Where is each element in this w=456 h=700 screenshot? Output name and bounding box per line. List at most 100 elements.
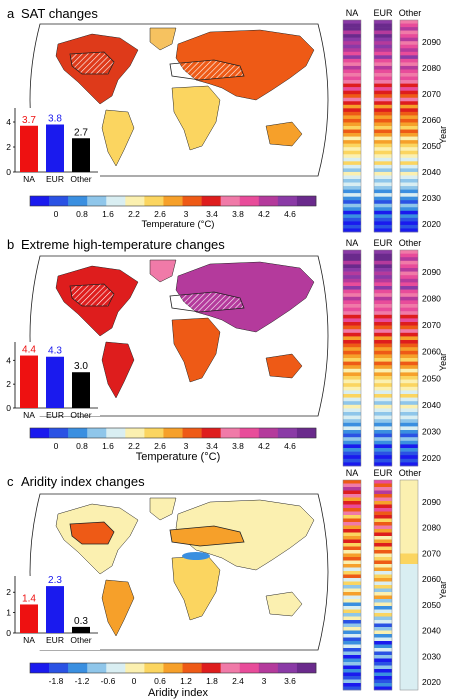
year-strip-cell	[374, 627, 392, 631]
colorbar-swatch	[277, 428, 298, 438]
year-strip-cell	[400, 376, 418, 380]
greenland	[149, 497, 177, 521]
year-strip-cell	[343, 574, 361, 579]
year-strip-cell	[400, 662, 418, 666]
year-strip-cell	[400, 669, 418, 673]
year-strip-cell	[400, 97, 418, 102]
colorbar-tick-label: 2.2	[128, 441, 140, 451]
year-strip-cell	[343, 224, 361, 229]
year-strip-cell	[374, 613, 392, 617]
year-strip-cell	[343, 567, 361, 572]
year-strip-cell	[343, 451, 361, 456]
colorbar-tick-label: 0	[54, 209, 59, 219]
colorbar-swatch	[182, 663, 202, 673]
year-strip-cell	[400, 397, 418, 402]
year-strip-cell	[400, 94, 418, 99]
year-strip-cell	[400, 433, 418, 438]
year-strip-cell	[374, 300, 392, 305]
year-strip-cell	[374, 27, 392, 31]
year-strip-cell	[343, 293, 361, 298]
year-strip-cell	[343, 318, 361, 323]
year-strip-cell	[374, 104, 392, 109]
year-strip-cell	[343, 658, 361, 663]
year-strip-cell	[400, 440, 418, 445]
year-strip-cell	[374, 136, 392, 141]
year-strip-cell	[343, 546, 361, 551]
bar-eur	[46, 356, 64, 408]
colorbar-tick-label: 3.4	[206, 209, 218, 219]
year-strip-cell	[343, 433, 361, 438]
year-strip-cell	[343, 368, 361, 373]
year-strip-cell	[400, 543, 418, 547]
year-tick-label: 2030	[422, 651, 441, 661]
colorbar-tick-label: 0	[54, 441, 59, 451]
year-strip-cell	[400, 104, 418, 109]
year-strip-cell	[343, 143, 361, 148]
colorbar-swatch	[144, 663, 164, 673]
year-strip-cell	[374, 30, 392, 35]
year-strip-cell	[400, 609, 418, 614]
bar-value-label: 2.3	[48, 575, 62, 586]
south-america	[101, 579, 135, 637]
colorbar-tick-label: -1.8	[49, 676, 64, 686]
year-strip-cell	[400, 175, 418, 180]
year-strip-cell	[374, 350, 392, 355]
year-strip-cell	[343, 648, 361, 652]
year-strip-cell	[343, 58, 361, 63]
year-strip-cell	[343, 550, 361, 554]
colorbar-label: Temperature (°C)	[136, 451, 220, 463]
year-strip-cell	[343, 175, 361, 180]
panel-a-map	[29, 23, 329, 177]
year-strip-cell	[343, 412, 361, 416]
colorbar-tick-label: 4.2	[258, 441, 270, 451]
year-strip-cell	[400, 118, 418, 123]
year-strip-cell	[400, 129, 418, 134]
strip-label-other: Other	[399, 238, 422, 248]
colorbar-tick-label: 1.2	[180, 676, 192, 686]
year-strip-cell	[343, 613, 361, 617]
year-strip-cell	[374, 161, 392, 166]
year-strip-cell	[374, 228, 392, 233]
year-tick-label: 2030	[422, 426, 441, 436]
year-strip-cell	[400, 228, 418, 233]
year-strip-cell	[400, 217, 418, 222]
year-strip-cell	[374, 200, 392, 205]
year-axis-label: Year	[438, 126, 448, 144]
year-strip-cell	[343, 504, 361, 509]
year-strip-cell	[374, 451, 392, 456]
bar-na	[20, 604, 38, 633]
year-strip-cell	[343, 207, 361, 212]
panel-a-colorbar: 0 0.8 1.6 2.2 2.6 3 3.4 3.8 4.2 4.6 Temperature (…	[29, 195, 317, 230]
year-strip-cell	[374, 501, 392, 505]
year-strip-cell	[400, 350, 418, 355]
year-strip-cell	[343, 518, 361, 523]
year-strip-cell	[400, 412, 418, 416]
year-strip-cell	[400, 501, 418, 505]
year-strip-cell	[400, 55, 418, 60]
year-strip-cell	[400, 133, 418, 137]
colorbar-swatch	[277, 663, 298, 673]
year-strip-cell	[343, 376, 361, 380]
year-strip-cell	[374, 58, 392, 63]
year-strip-cell	[400, 293, 418, 298]
year-strip-cell	[400, 336, 418, 341]
year-strip-cell	[400, 613, 418, 617]
year-strip-cell	[374, 214, 392, 219]
year-strip-cell	[400, 430, 418, 434]
colorbar-swatch	[182, 428, 202, 438]
year-strip-cell	[343, 455, 361, 460]
year-strip-cell	[374, 637, 392, 642]
panel-a-letter: a	[7, 6, 15, 21]
panel-c-bar-inset: 1.4 NA 2.3 EUR 0.3 Other 0 1 2	[4, 575, 100, 650]
year-strip-cell	[343, 171, 361, 176]
colorbar-swatch	[220, 428, 241, 438]
colorbar-swatch	[68, 428, 88, 438]
year-strip-cell	[343, 419, 361, 424]
year-tick-label: 2090	[422, 497, 441, 507]
year-strip-cell	[374, 679, 392, 684]
year-strip-cell	[400, 550, 418, 554]
year-axis-label: Year	[438, 353, 448, 371]
year-strip-frame	[373, 19, 393, 233]
year-strip-cell	[343, 564, 361, 568]
